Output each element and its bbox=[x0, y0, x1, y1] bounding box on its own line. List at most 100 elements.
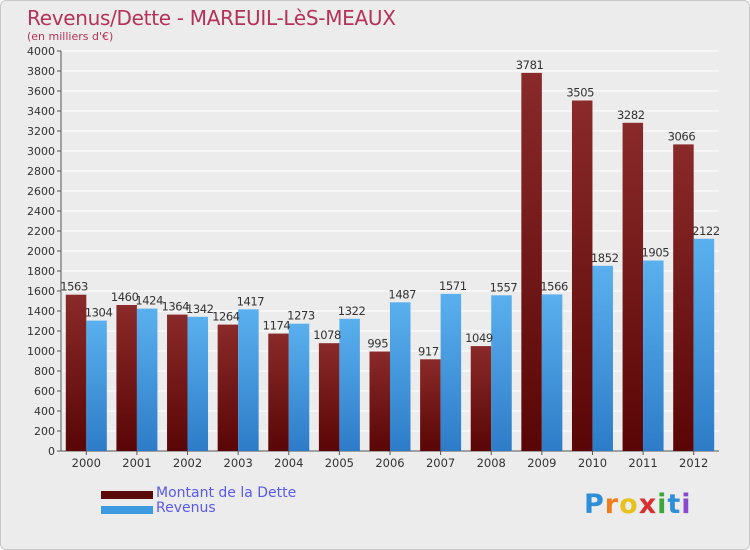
y-tick-label: 2200 bbox=[27, 225, 55, 238]
data-label-dette: 917 bbox=[418, 344, 439, 358]
bar-revenus bbox=[592, 265, 613, 451]
data-label-revenus: 1273 bbox=[287, 309, 315, 323]
legend-swatch-revenus bbox=[101, 506, 153, 514]
bar-dette bbox=[369, 351, 390, 451]
y-tick-label: 1600 bbox=[27, 285, 55, 298]
y-tick-label: 400 bbox=[34, 405, 55, 418]
y-tick-label: 4000 bbox=[27, 45, 55, 58]
y-tick-label: 3600 bbox=[27, 85, 55, 98]
legend-label-dette: Montant de la Dette bbox=[156, 485, 297, 501]
bar-dette bbox=[268, 333, 289, 451]
x-tick-label: 2007 bbox=[426, 456, 455, 470]
x-tick-label: 2002 bbox=[173, 456, 202, 470]
bar-revenus bbox=[339, 318, 360, 451]
logo-letter: r bbox=[604, 489, 620, 520]
data-label-dette: 3505 bbox=[566, 86, 594, 100]
data-label-revenus: 1322 bbox=[338, 304, 366, 318]
data-label-revenus: 1571 bbox=[439, 279, 467, 293]
data-label-dette: 3282 bbox=[617, 108, 645, 122]
bar-revenus bbox=[136, 308, 158, 451]
legend-swatch-dette bbox=[101, 491, 153, 499]
y-tick-label: 600 bbox=[34, 385, 55, 398]
logo-letter: x bbox=[638, 489, 658, 520]
data-label-revenus: 1905 bbox=[641, 246, 669, 260]
bar-dette bbox=[167, 314, 188, 451]
bar-dette bbox=[217, 324, 239, 451]
data-label-revenus: 1417 bbox=[237, 294, 265, 308]
logo-letter: P bbox=[584, 489, 605, 520]
data-label-dette: 3066 bbox=[668, 129, 696, 143]
y-tick-label: 1200 bbox=[27, 325, 55, 338]
data-label-dette: 1174 bbox=[263, 319, 291, 333]
y-tick-label: 2400 bbox=[27, 205, 55, 218]
y-tick-label: 3000 bbox=[27, 145, 55, 158]
y-tick-label: 2800 bbox=[27, 165, 55, 178]
x-tick-label: 2005 bbox=[325, 456, 354, 470]
bar-dette bbox=[65, 294, 87, 451]
bar-dette bbox=[622, 122, 644, 452]
bar-dette bbox=[470, 346, 492, 451]
data-label-revenus: 1424 bbox=[135, 294, 163, 308]
y-tick-label: 2000 bbox=[27, 245, 55, 258]
bar-dette bbox=[318, 343, 340, 451]
bar-revenus bbox=[693, 238, 715, 451]
y-tick-label: 1400 bbox=[27, 305, 55, 318]
x-tick-label: 2010 bbox=[578, 456, 607, 470]
logo-letter: o bbox=[619, 489, 639, 520]
bar-dette bbox=[521, 72, 542, 452]
data-label-dette: 1049 bbox=[465, 331, 493, 345]
bar-revenus bbox=[390, 302, 411, 451]
bar-revenus bbox=[187, 316, 209, 451]
bar-dette bbox=[571, 100, 593, 451]
y-tick-label: 3400 bbox=[27, 105, 55, 118]
data-label-revenus: 1557 bbox=[490, 280, 518, 294]
bar-revenus bbox=[86, 320, 107, 451]
legend-label-revenus: Revenus bbox=[156, 500, 216, 516]
y-tick-label: 3200 bbox=[27, 125, 55, 138]
data-label-dette: 995 bbox=[367, 337, 388, 351]
data-label-revenus: 1342 bbox=[186, 302, 214, 316]
bar-dette bbox=[420, 359, 441, 451]
bar-revenus bbox=[288, 323, 310, 451]
proxiti-logo: Proxiti bbox=[584, 489, 692, 520]
x-tick-label: 2011 bbox=[628, 456, 657, 470]
bar-revenus bbox=[440, 293, 462, 451]
logo-letter: i bbox=[681, 489, 692, 520]
data-label-dette: 1460 bbox=[111, 290, 139, 304]
data-label-revenus: 1566 bbox=[540, 279, 568, 293]
chart-subtitle: (en milliers d'€) bbox=[27, 30, 114, 43]
x-tick-label: 2009 bbox=[527, 456, 556, 470]
chart-title: Revenus/Dette - MAREUIL-LèS-MEAUX bbox=[27, 6, 396, 30]
bar-revenus bbox=[643, 260, 664, 451]
data-label-revenus: 1304 bbox=[85, 306, 113, 320]
bar-revenus bbox=[238, 309, 259, 451]
bar-revenus bbox=[541, 294, 563, 451]
x-tick-label: 2004 bbox=[274, 456, 303, 470]
y-tick-label: 1800 bbox=[27, 265, 55, 278]
bar-dette bbox=[673, 144, 694, 451]
x-tick-label: 2006 bbox=[375, 456, 404, 470]
data-label-dette: 1364 bbox=[161, 300, 189, 314]
y-tick-label: 800 bbox=[34, 365, 55, 378]
logo-letter: t bbox=[667, 489, 682, 520]
x-tick-label: 2001 bbox=[122, 456, 151, 470]
x-tick-label: 2012 bbox=[679, 456, 708, 470]
data-label-dette: 1563 bbox=[60, 280, 88, 294]
x-tick-label: 2000 bbox=[72, 456, 101, 470]
data-label-dette: 1264 bbox=[212, 310, 240, 324]
y-tick-label: 0 bbox=[48, 445, 55, 458]
data-label-revenus: 2122 bbox=[692, 224, 720, 238]
data-label-revenus: 1487 bbox=[388, 287, 416, 301]
x-tick-label: 2003 bbox=[224, 456, 253, 470]
y-tick-label: 1000 bbox=[27, 345, 55, 358]
y-tick-label: 2600 bbox=[27, 185, 55, 198]
x-tick-label: 2008 bbox=[477, 456, 506, 470]
logo-letter: i bbox=[657, 489, 668, 520]
bar-dette bbox=[116, 305, 137, 451]
data-label-dette: 3781 bbox=[516, 58, 544, 72]
data-label-revenus: 1852 bbox=[591, 251, 619, 265]
y-tick-label: 200 bbox=[34, 425, 55, 438]
data-label-dette: 1078 bbox=[313, 328, 341, 342]
